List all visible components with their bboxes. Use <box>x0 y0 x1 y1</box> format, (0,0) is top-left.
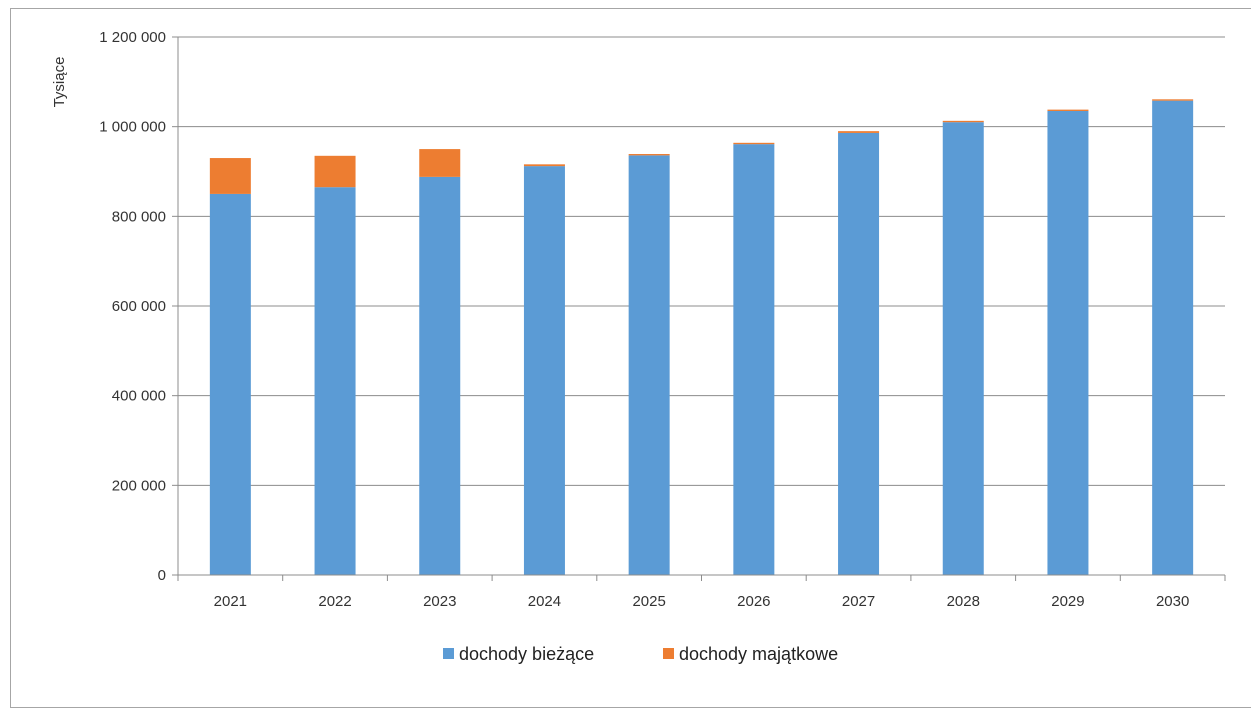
x-tick-label: 2021 <box>214 593 247 610</box>
bars <box>209 99 1194 576</box>
legend: dochody bieżące dochody majątkowe <box>443 644 838 664</box>
stacked-bar-chart: 0 200 000 400 000 600 000 800 000 1 000 000 1 … <box>51 29 1226 664</box>
y-tick-label: 400 000 <box>112 388 166 405</box>
bar-dochody-biezace <box>314 187 356 576</box>
axes <box>177 37 1226 581</box>
bar-dochody-biezace <box>419 176 461 575</box>
x-tick-label: 2026 <box>737 593 770 610</box>
bar-dochody-majatkowe <box>942 120 984 123</box>
y-tick-label: 800 000 <box>112 208 166 225</box>
bar-dochody-biezace <box>838 132 880 575</box>
bar-dochody-majatkowe <box>209 158 251 194</box>
bar-dochody-majatkowe <box>628 154 670 156</box>
x-tick-label: 2027 <box>842 593 875 610</box>
legend-item-dochody-biezace: dochody bieżące <box>443 644 594 664</box>
bar-dochody-majatkowe <box>838 131 880 133</box>
x-tick-label: 2028 <box>947 593 980 610</box>
x-tick-label: 2024 <box>528 593 561 610</box>
bar-dochody-majatkowe <box>523 164 565 167</box>
x-tick-label: 2030 <box>1156 593 1189 610</box>
bar-dochody-biezace <box>628 155 670 576</box>
x-tick-label: 2023 <box>423 593 456 610</box>
legend-item-dochody-majatkowe: dochody majątkowe <box>663 644 838 664</box>
legend-swatch <box>663 648 674 659</box>
y-axis-label: Tysiące <box>51 57 68 108</box>
y-tick-label: 200 000 <box>112 477 166 494</box>
bar-dochody-biezace <box>1047 110 1089 575</box>
x-tick-label: 2025 <box>632 593 665 610</box>
bar-dochody-majatkowe <box>1047 109 1089 111</box>
bar-dochody-majatkowe <box>733 142 775 145</box>
bar-dochody-biezace <box>209 193 251 575</box>
bar-dochody-majatkowe <box>419 149 461 177</box>
bar-dochody-biezace <box>942 122 984 575</box>
bar-dochody-biezace <box>523 166 565 575</box>
y-tick-label: 1 000 000 <box>99 119 166 136</box>
legend-swatch <box>443 648 454 659</box>
legend-label: dochody majątkowe <box>679 644 838 664</box>
y-tick-label: 1 200 000 <box>99 29 166 46</box>
bar-dochody-biezace <box>733 144 775 575</box>
bar-dochody-majatkowe <box>314 155 356 188</box>
legend-label: dochody bieżące <box>459 644 594 664</box>
y-tick-label: 0 <box>158 567 166 584</box>
x-tick-label: 2022 <box>318 593 351 610</box>
y-tick-labels: 0 200 000 400 000 600 000 800 000 1 000 000 1 … <box>99 29 166 584</box>
bar-dochody-biezace <box>1152 100 1194 575</box>
x-tick-labels: 2021 2022 2023 2024 2025 2026 2027 2028 2029 2030 <box>214 593 1190 610</box>
x-tick-label: 2029 <box>1051 593 1084 610</box>
bar-dochody-majatkowe <box>1152 99 1194 101</box>
y-tick-label: 600 000 <box>112 298 166 315</box>
